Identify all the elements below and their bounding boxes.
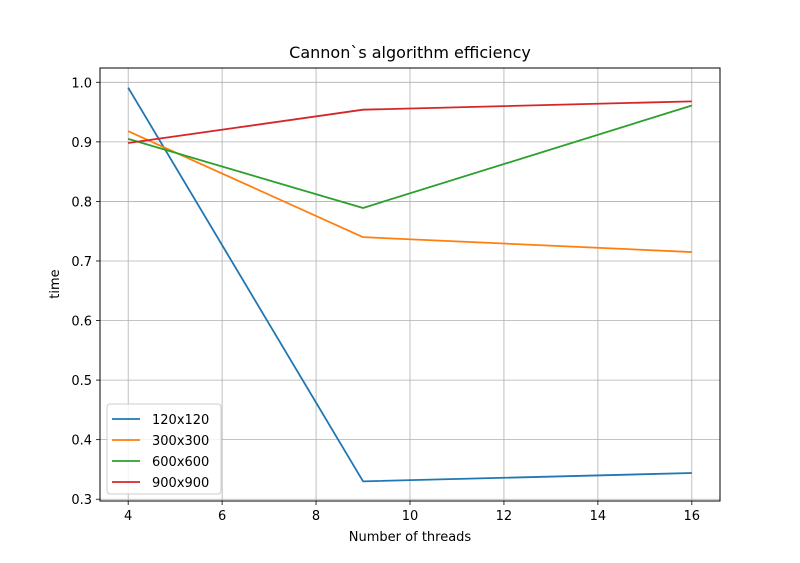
x-tick-label: 4 [124, 509, 132, 524]
y-tick-label: 0.8 [71, 195, 92, 210]
legend-frame [106, 403, 222, 495]
series-lines [127, 87, 693, 483]
y-tick-label: 0.6 [71, 315, 92, 330]
y-axis: 0.3 0.4 0.5 0.6 0.7 0.8 0.9 1.0 [71, 76, 100, 508]
y-tick-label: 0.7 [71, 255, 92, 270]
chart-title: Cannon`s algorithm efficiency [289, 43, 531, 62]
y-tick-label: 0.3 [71, 493, 92, 508]
y-axis-label: time [48, 269, 63, 298]
series-line-120x120 [127, 87, 692, 483]
x-axis-label: Number of threads [349, 530, 472, 545]
y-tick-label: 0.4 [71, 434, 92, 449]
x-tick-label: 6 [218, 509, 226, 524]
series-line-300x300 [127, 130, 692, 253]
x-axis: 4 6 8 10 12 14 16 [124, 501, 700, 524]
legend-label: 120x120 [152, 413, 209, 428]
x-tick-label: 14 [590, 509, 607, 524]
legend: 120x120 300x300 600x600 900x900 [106, 403, 222, 495]
series-line-600x600 [127, 104, 693, 209]
y-tick-label: 1.0 [71, 76, 92, 91]
y-tick-label: 0.5 [71, 374, 92, 389]
series-line-900x900 [128, 100, 692, 144]
legend-label: 900x900 [152, 476, 209, 491]
x-tick-label: 10 [402, 509, 419, 524]
legend-label: 600x600 [152, 455, 209, 470]
x-tick-label: 8 [312, 509, 320, 524]
legend-label: 300x300 [152, 434, 209, 449]
y-tick-label: 0.9 [71, 136, 92, 151]
x-tick-label: 12 [496, 509, 513, 524]
x-tick-label: 16 [684, 509, 701, 524]
